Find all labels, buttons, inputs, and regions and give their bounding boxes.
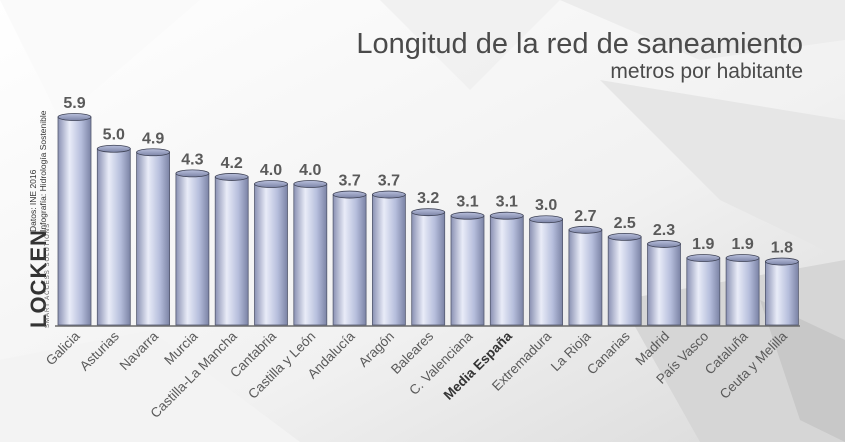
value-label: 4.9: [142, 130, 164, 147]
bar-body: [57, 116, 92, 326]
bar-body: [450, 215, 485, 326]
bar-cap: [450, 211, 485, 220]
category-label: Asturias: [77, 328, 122, 373]
bar-cap: [607, 232, 642, 241]
bar-cap: [371, 190, 406, 199]
bar-13: [529, 215, 563, 326]
bar-18: [725, 254, 760, 326]
value-label: 4.0: [299, 162, 321, 179]
bar-body: [96, 148, 131, 326]
category-label: Media España: [441, 328, 516, 403]
bar-cap: [529, 215, 563, 224]
value-label: 2.5: [614, 215, 636, 232]
bar-body: [136, 151, 171, 326]
bar-9: [371, 190, 406, 326]
value-label: 2.7: [574, 208, 596, 225]
bar-3: [136, 148, 171, 326]
category-label: Ceuta y Melilla: [717, 328, 791, 402]
value-label: 5.9: [63, 95, 85, 112]
bar-cap: [411, 208, 446, 217]
bar-cap: [293, 180, 328, 188]
bar-12: [489, 211, 524, 326]
bar-cap: [647, 240, 681, 248]
bar-cap: [175, 169, 210, 178]
bar-cap: [57, 113, 92, 121]
bar-body: [765, 261, 799, 326]
bar-1: [57, 113, 92, 326]
bar-8: [332, 190, 367, 326]
bar-body: [411, 211, 446, 326]
bar-17: [686, 254, 721, 326]
bar-body: [214, 176, 249, 326]
category-label: Canarias: [584, 328, 633, 377]
value-label: 4.3: [181, 151, 203, 168]
bar-body: [175, 173, 210, 326]
bar-body: [489, 215, 524, 326]
bar-body: [371, 194, 406, 326]
bar-cap: [568, 225, 603, 234]
bar-cap: [725, 254, 760, 262]
bar-body: [647, 243, 681, 326]
value-label: 3.2: [417, 190, 439, 207]
bar-cap: [765, 257, 799, 266]
chart-title: Longitud de la red de saneamiento: [356, 28, 803, 60]
bar-body: [254, 183, 288, 326]
bar-cap: [254, 180, 288, 188]
value-label: 4.2: [221, 155, 243, 172]
bar-cap: [96, 144, 131, 153]
bar-body: [529, 218, 563, 326]
bar-cap: [136, 148, 171, 157]
bar-body: [293, 183, 328, 326]
bar-6: [254, 180, 288, 326]
value-label: 3.1: [496, 194, 518, 211]
value-label: 1.9: [731, 236, 753, 253]
value-label: 3.7: [378, 173, 400, 190]
bar-2: [96, 144, 131, 326]
value-label: 3.1: [456, 194, 478, 211]
value-label: 1.8: [771, 240, 793, 257]
bar-15: [607, 232, 642, 326]
chart-subtitle: metros por habitante: [610, 60, 803, 83]
bar-14: [568, 225, 603, 326]
bar-11: [450, 211, 485, 326]
value-label: 2.3: [653, 222, 675, 239]
bar-7: [293, 180, 328, 326]
bar-cap: [332, 190, 367, 199]
bar-cap: [489, 211, 524, 220]
value-label: 4.0: [260, 162, 282, 179]
bar-body: [607, 236, 642, 326]
value-label: 3.7: [338, 173, 360, 190]
bar-cap: [214, 173, 249, 181]
bar-16: [647, 240, 681, 326]
bar-body: [686, 257, 721, 326]
value-label: 3.0: [535, 197, 557, 214]
bar-10: [411, 208, 446, 326]
bar-5: [214, 173, 249, 326]
bar-cap: [686, 254, 721, 262]
value-label: 5.0: [103, 127, 125, 144]
value-label: 1.9: [692, 236, 714, 253]
bar-19: [765, 257, 799, 326]
bar-body: [332, 194, 367, 326]
bar-body: [725, 257, 760, 326]
bar-body: [568, 229, 603, 326]
bar-4: [175, 169, 210, 326]
category-label: Navarra: [117, 328, 162, 373]
